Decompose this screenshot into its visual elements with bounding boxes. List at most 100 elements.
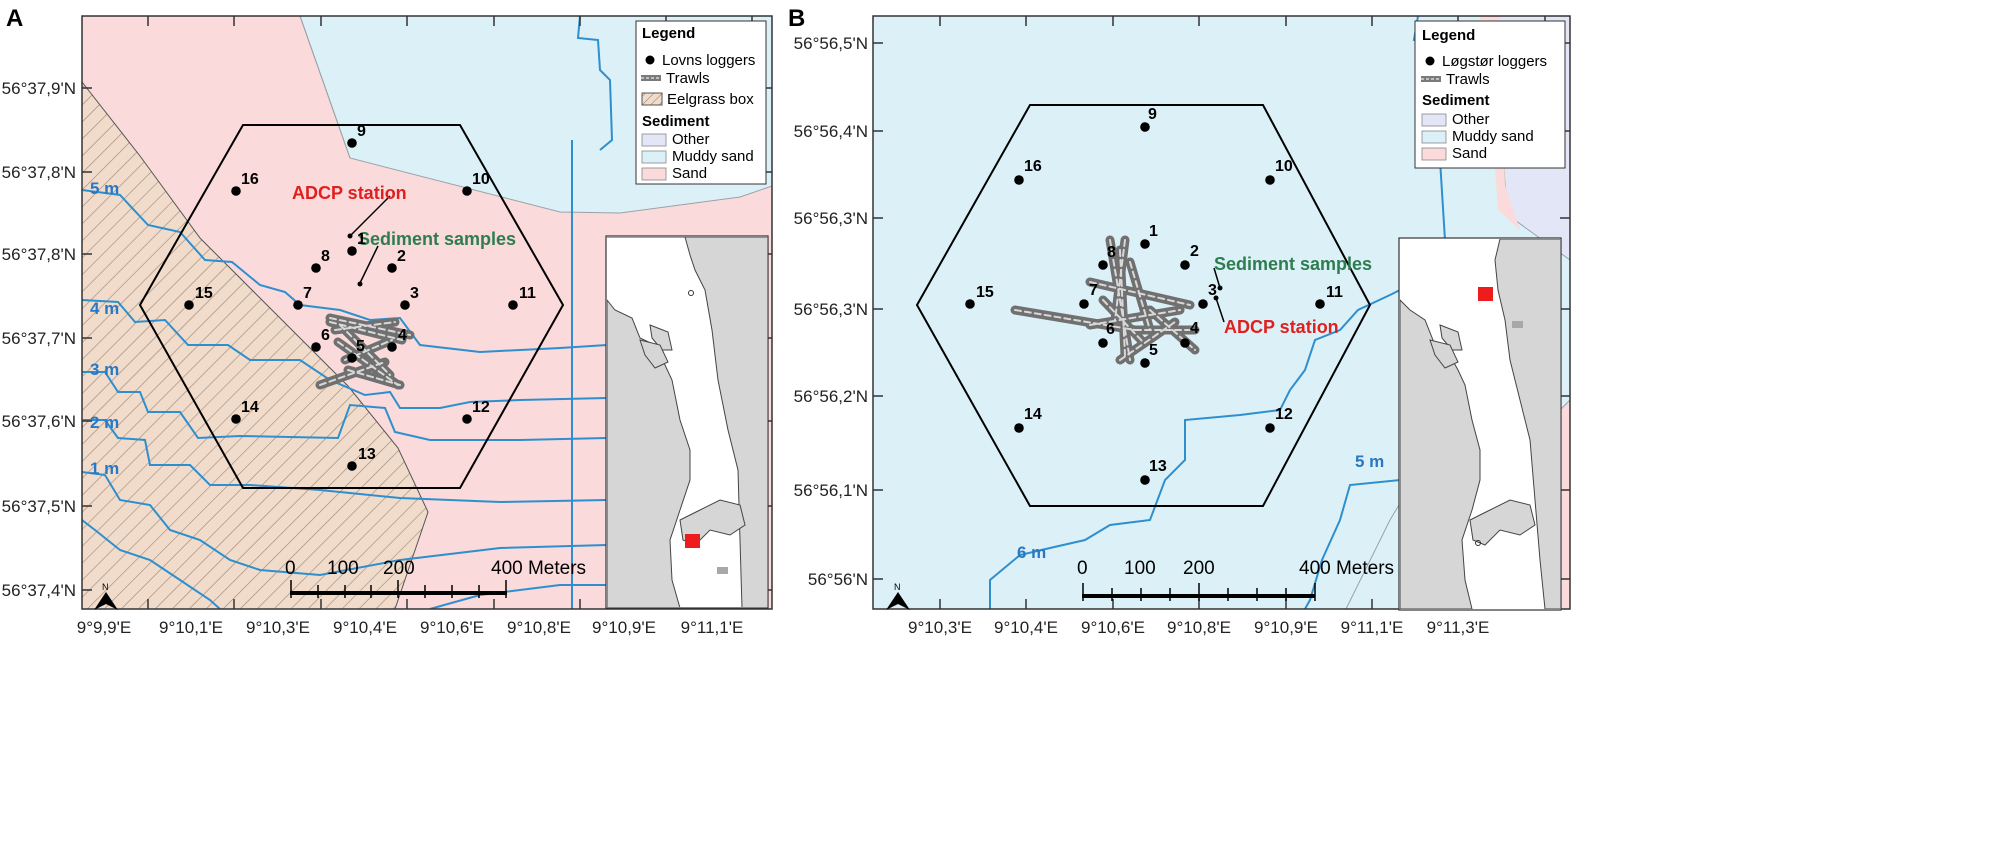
depth-contours (82, 16, 614, 609)
panel-b-letter: B (788, 5, 805, 32)
logger-label: 9 (1148, 106, 1157, 123)
inset-island (1439, 324, 1463, 351)
trawls (315, 313, 415, 390)
longitude-label: 9°11,1'E (1341, 618, 1404, 637)
logger-point (1265, 175, 1275, 185)
longitude-label: 9°10,6'E (420, 618, 484, 637)
sediment-leader (359, 245, 379, 284)
sediment-label: Sediment samples (1214, 254, 1372, 274)
eelgrass-box (82, 81, 429, 609)
inset-island (639, 339, 669, 369)
logger-point (387, 263, 397, 273)
sediment-leader (1213, 267, 1221, 289)
logger-label: 4 (1190, 320, 1199, 337)
latitude-label: 56°37,7'N (2, 329, 76, 348)
scale-label-0: 0 (1077, 558, 1088, 579)
adcp-point (1213, 295, 1219, 301)
logger-point (1098, 338, 1108, 348)
logger-label: 10 (1275, 158, 1293, 175)
logger-label: 8 (1107, 244, 1116, 261)
logger-label: 7 (1089, 282, 1098, 299)
depth-labels: 5 m 4 m 3 m 2 m 1 m (90, 179, 119, 478)
legend-title: Legend (642, 25, 695, 42)
logger-point (347, 138, 357, 148)
inset-island (649, 324, 673, 351)
legend-sediment-title: Sediment (642, 113, 710, 130)
logger-point (311, 342, 321, 352)
legend: Legend Lovns loggers Trawls Eelgrass box… (635, 20, 767, 185)
latitude-label: 56°56,1'N (794, 481, 868, 500)
scale-label-400: 400 Meters (1299, 558, 1394, 579)
adcp-leader (349, 195, 391, 237)
latitude-labels: 56°56,5'N 56°56,4'N 56°56,3'N 56°56,3'N 56°5… (794, 34, 868, 589)
inset-land-east (1494, 239, 1560, 609)
longitude-label: 9°10,9'E (592, 618, 656, 637)
longitude-label: 9°10,8'E (1167, 618, 1231, 637)
logger-label: 7 (303, 285, 312, 302)
inset-gray-marker (1512, 321, 1523, 328)
logger-label: 5 (1149, 342, 1158, 359)
latitude-label: 56°37,6'N (2, 412, 76, 431)
logger-point (1198, 299, 1208, 309)
logger-label: 3 (1208, 282, 1217, 299)
logger-point (231, 414, 241, 424)
latitude-labels: 56°37,9'N 56°37,8'N 56°37,8'N 56°37,7'N 56°3… (2, 79, 76, 600)
logger-label: 11 (519, 285, 536, 302)
longitude-label: 9°9,9'E (77, 618, 131, 637)
inset-study-site-marker (685, 534, 700, 548)
logger-point (1140, 239, 1150, 249)
scale-label-100: 100 (327, 558, 359, 579)
sediment-label: Sediment samples (358, 229, 516, 249)
logger-label: 12 (1275, 406, 1293, 423)
logger-label: 15 (195, 285, 213, 302)
depth-labels: 6 m 5 m (1017, 452, 1384, 562)
logger-point (293, 300, 303, 310)
adcp-label: ADCP station (292, 183, 407, 203)
latitude-label: 56°56'N (808, 570, 868, 589)
panel-b: B 6 m 5 m (788, 5, 1571, 637)
inset-land-west (1400, 299, 1481, 609)
scale-label-0: 0 (285, 558, 296, 579)
inset-location (1475, 540, 1481, 546)
longitude-label: 9°11,3'E (1427, 618, 1490, 637)
muddy-sand-legend-swatch (1421, 130, 1447, 144)
logger-label: 13 (1149, 458, 1167, 475)
logger-point (1140, 358, 1150, 368)
logger-label: 6 (321, 327, 330, 344)
longitude-label: 9°10,4'E (333, 618, 397, 637)
legend-muddy-sand: Muddy sand (672, 148, 754, 165)
legend-other: Other (672, 131, 710, 148)
inset-land-east (607, 237, 767, 607)
logger-label: 1 (1149, 223, 1158, 240)
logger-label: 16 (1024, 158, 1042, 175)
inset-gray-marker (717, 567, 728, 574)
logger-point (1140, 122, 1150, 132)
legend-trawls: Trawls (1446, 71, 1490, 88)
logger-label: 2 (1190, 243, 1199, 260)
logger-label: 14 (241, 399, 259, 416)
logger-point (231, 186, 241, 196)
latitude-label: 56°37,8'N (2, 245, 76, 264)
latitude-label: 56°56,3'N (794, 300, 868, 319)
latitude-label: 56°56,5'N (794, 34, 868, 53)
logger-point (400, 300, 410, 310)
scale-label-100: 100 (1124, 558, 1156, 579)
logger-point (1140, 475, 1150, 485)
panel-a-letter: A (6, 5, 23, 32)
logger-label: 8 (321, 248, 330, 265)
other-legend-swatch (641, 133, 667, 147)
legend-box (1414, 20, 1566, 169)
logger-point (462, 414, 472, 424)
logger-label: 2 (397, 248, 406, 265)
sediment-point (1217, 285, 1223, 291)
depth-label-3m: 3 m (90, 360, 119, 379)
muddy-sand-legend-swatch (641, 150, 667, 164)
logger-point (347, 461, 357, 471)
north-arrow-label: N (102, 582, 109, 592)
longitude-label: 9°10,6'E (1081, 618, 1145, 637)
depth-label-5m: 5 m (90, 179, 119, 198)
logger-point (184, 300, 194, 310)
adcp-label: ADCP station (1224, 317, 1339, 337)
logger-legend-icon (645, 55, 655, 65)
